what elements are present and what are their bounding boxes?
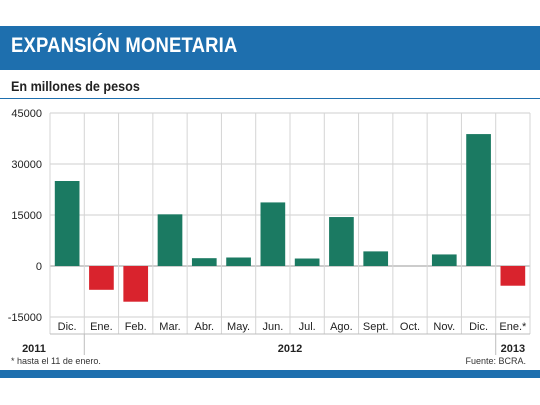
y-tick-label: 0	[36, 261, 42, 273]
title-bar: EXPANSIÓN MONETARIA	[0, 26, 540, 70]
year-label: 2012	[278, 343, 302, 355]
x-tick-label: Ene.*	[499, 321, 527, 333]
x-tick-label: May.	[227, 321, 250, 333]
x-tick-label: Dic.	[58, 321, 77, 333]
footnote: * hasta el 11 de enero.	[11, 356, 101, 366]
y-tick-label: -15000	[8, 312, 42, 324]
x-tick-label: Jun.	[262, 321, 283, 333]
bar	[157, 214, 183, 266]
bar	[294, 258, 320, 266]
bar	[363, 251, 389, 266]
bar	[500, 266, 526, 286]
x-tick-label: Abr.	[194, 321, 214, 333]
x-tick-label: Ene.	[90, 321, 113, 333]
bar-chart: -15000 0 15000 30000 45000 Dic. Ene. Feb. Mar. Ab…	[8, 108, 531, 355]
bar	[123, 266, 149, 302]
y-tick-label: 15000	[11, 210, 42, 222]
bar	[431, 254, 457, 266]
subtitle-divider	[0, 98, 540, 99]
bar	[466, 134, 491, 266]
source-note: Fuente: BCRA.	[465, 356, 526, 366]
x-tick-label: Nov.	[433, 321, 455, 333]
bar	[54, 181, 80, 266]
chart-subtitle: En millones de pesos	[11, 78, 140, 94]
x-tick-label: Jul.	[299, 321, 316, 333]
bottom-bar	[0, 370, 540, 378]
bar	[329, 217, 354, 266]
chart-title: EXPANSIÓN MONETARIA	[11, 34, 238, 57]
year-label: 2011	[22, 343, 46, 355]
bar	[260, 202, 286, 266]
x-tick-label: Feb.	[125, 321, 147, 333]
y-tick-label: 45000	[11, 108, 42, 120]
bar	[226, 257, 251, 266]
x-tick-label: Dic.	[469, 321, 488, 333]
bar	[89, 266, 114, 290]
year-label: 2013	[501, 343, 525, 355]
y-tick-label: 30000	[11, 159, 42, 171]
x-tick-label: Mar.	[159, 321, 180, 333]
x-tick-label: Ago.	[330, 321, 353, 333]
x-tick-label: Sept.	[363, 321, 389, 333]
x-tick-label: Oct.	[400, 321, 420, 333]
bar	[191, 258, 217, 266]
